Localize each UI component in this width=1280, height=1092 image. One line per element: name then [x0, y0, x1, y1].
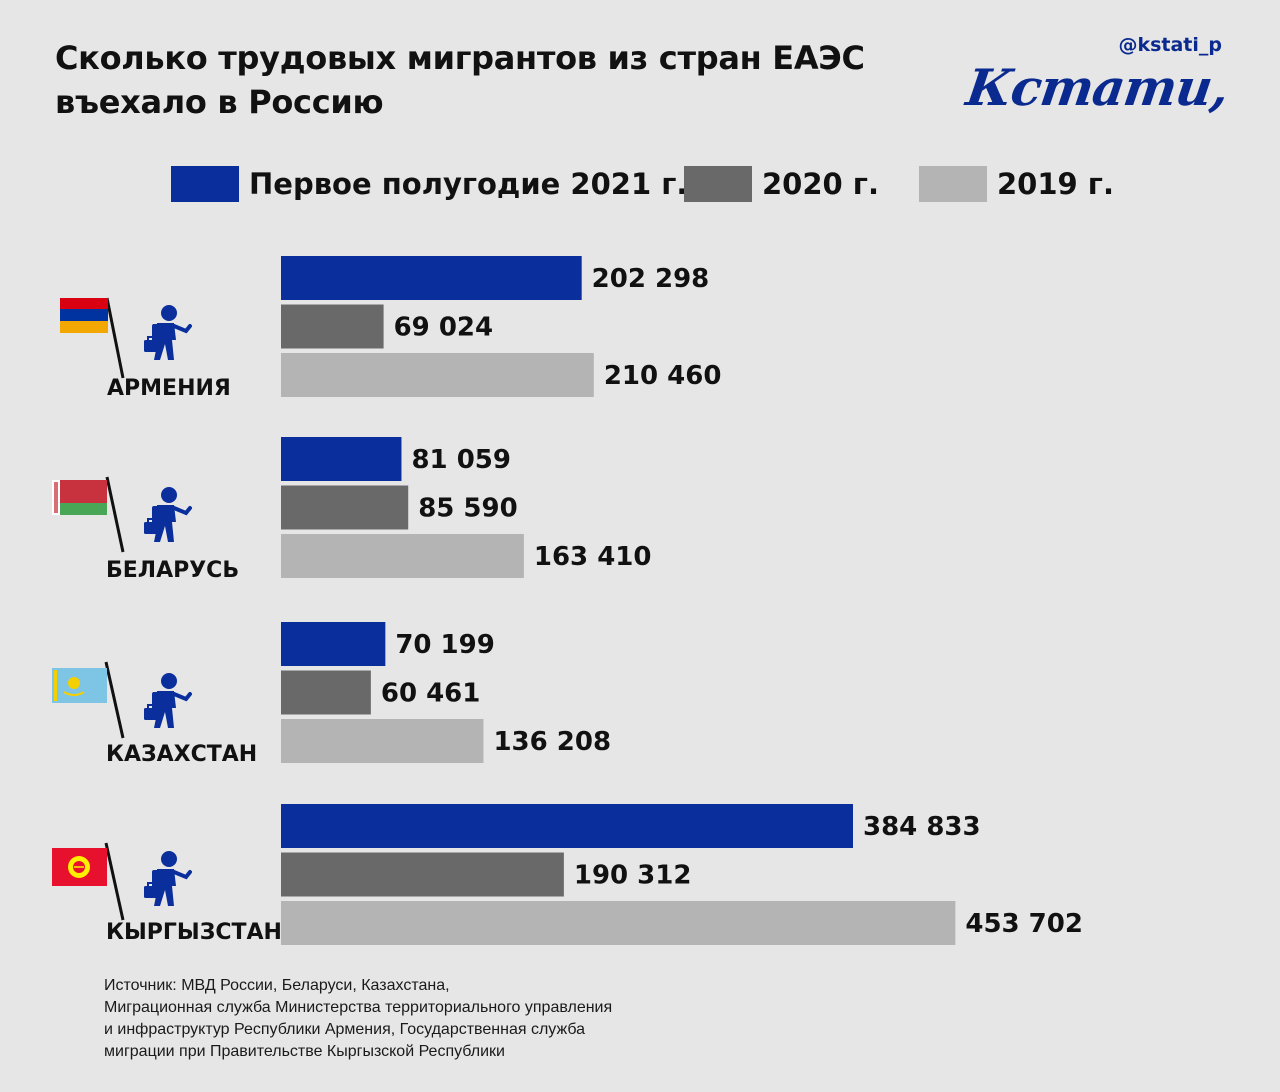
- bar-armenia-2020: [281, 304, 384, 349]
- country-label-kyrgyzstan: КЫРГЫЗСТАН: [106, 920, 282, 945]
- legend-item-2020: 2020 г.: [684, 166, 879, 202]
- flag-icon-kazakhstan: [52, 661, 125, 739]
- bar-kazakhstan-2021: [281, 622, 386, 666]
- country-label-belarus: БЕЛАРУСЬ: [106, 558, 240, 583]
- data-label-kyrgyzstan-2019: 453 702: [965, 909, 1083, 939]
- migrant-worker-icon: [144, 673, 192, 728]
- data-label-belarus-2019: 163 410: [534, 542, 652, 572]
- source-line-4: миграции при Правительстве Кыргызской Ре…: [104, 1043, 505, 1060]
- migrant-worker-icon: [144, 851, 192, 906]
- bar-kazakhstan-2019: [281, 719, 484, 763]
- data-label-kyrgyzstan-2020: 190 312: [574, 861, 692, 891]
- legend: Первое полугодие 2021 г. 2020 г. 2019 г.: [0, 166, 1280, 206]
- data-label-belarus-2021: 81 059: [411, 445, 511, 475]
- bar-armenia-2021: [281, 256, 582, 300]
- legend-label-2019: 2019 г.: [997, 167, 1114, 201]
- legend-swatch-2020: [684, 166, 752, 202]
- flag-icon-kyrgyzstan: [52, 842, 125, 921]
- bar-belarus-2020: [281, 485, 409, 530]
- bar-armenia-2019: [281, 353, 594, 397]
- data-label-kyrgyzstan-2021: 384 833: [863, 812, 981, 842]
- source-note: Источник: МВД России, Беларуси, Казахста…: [104, 975, 612, 1063]
- bar-belarus-2021: [281, 437, 402, 481]
- legend-swatch-2021: [171, 166, 239, 202]
- migrant-worker-icon: [144, 487, 192, 542]
- data-label-kazakhstan-2021: 70 199: [395, 630, 495, 660]
- data-label-kazakhstan-2020: 60 461: [381, 679, 481, 709]
- bar-kyrgyzstan-2020: [281, 852, 564, 897]
- country-label-kazakhstan: КАЗАХСТАН: [106, 742, 258, 767]
- source-line-3: и инфраструктур Республики Армения, Госу…: [104, 1021, 586, 1038]
- data-label-belarus-2020: 85 590: [418, 494, 518, 524]
- bar-kyrgyzstan-2021: [281, 804, 853, 848]
- legend-label-2020: 2020 г.: [762, 167, 879, 201]
- flag-icon-belarus: [52, 476, 125, 553]
- legend-item-2021: Первое полугодие 2021 г.: [171, 166, 687, 202]
- flag-icon-armenia: [60, 297, 125, 379]
- legend-item-2019: 2019 г.: [919, 166, 1114, 202]
- bar-kyrgyzstan-2019: [281, 901, 956, 945]
- legend-label-2021: Первое полугодие 2021 г.: [249, 167, 688, 201]
- source-line-1: Источник: МВД России, Беларуси, Казахста…: [104, 977, 450, 994]
- source-line-2: Миграционная служба Министерства террито…: [104, 999, 613, 1016]
- data-label-kazakhstan-2019: 136 208: [493, 727, 611, 757]
- migrant-worker-icon: [144, 305, 192, 360]
- chart-title: Сколько трудовых мигрантов из стран ЕАЭС…: [55, 36, 875, 124]
- bar-kazakhstan-2020: [281, 670, 371, 715]
- country-label-armenia: АРМЕНИЯ: [107, 376, 231, 401]
- social-handle: @kstati_p: [1118, 34, 1222, 56]
- data-label-armenia-2019: 210 460: [604, 361, 722, 391]
- bar-belarus-2019: [281, 534, 524, 578]
- title-line-2: въехало в Россию: [55, 83, 384, 121]
- data-label-armenia-2020: 69 024: [394, 313, 494, 343]
- legend-swatch-2019: [919, 166, 987, 202]
- data-label-armenia-2021: 202 298: [592, 264, 710, 294]
- title-line-1: Сколько трудовых мигрантов из стран ЕАЭС: [55, 39, 865, 77]
